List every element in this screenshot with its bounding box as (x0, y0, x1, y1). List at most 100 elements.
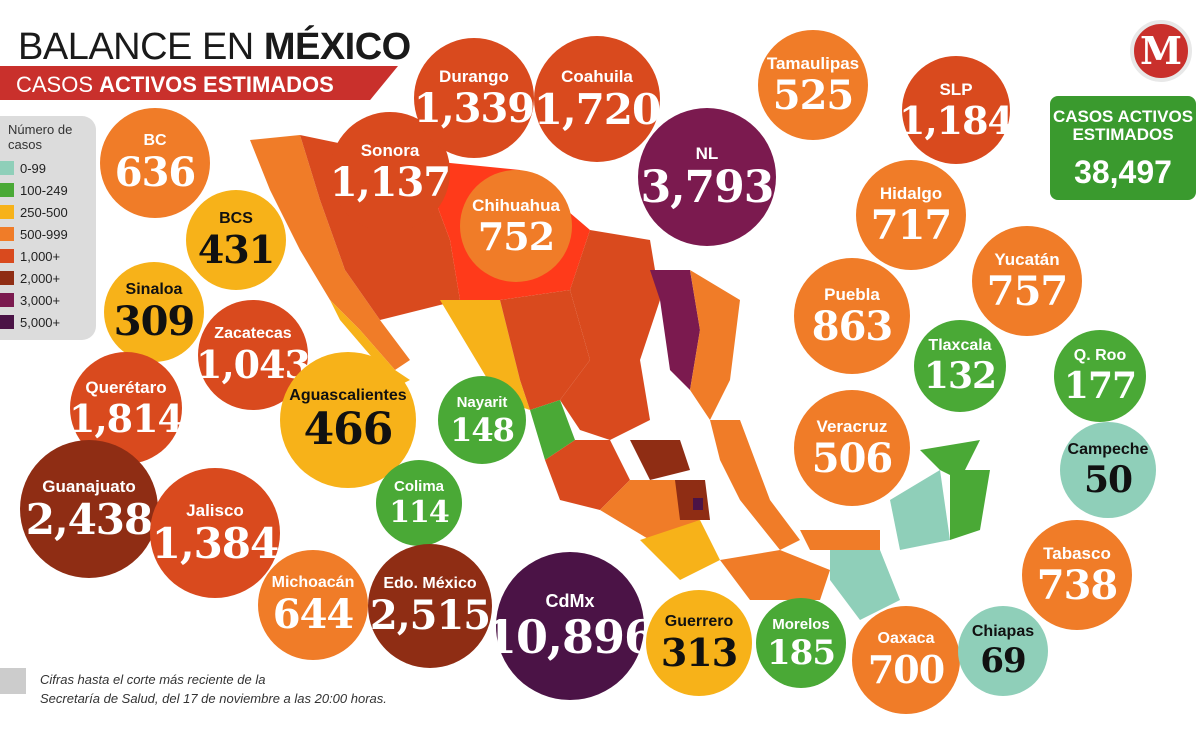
state-name: Oaxaca (877, 630, 935, 647)
state-bubble: Jalisco 1,384 (150, 468, 280, 598)
map-edomex (675, 480, 710, 520)
legend-label: 500-999 (20, 226, 68, 242)
state-value: 644 (272, 591, 354, 638)
state-bubble: Aguascalientes 466 (280, 352, 416, 488)
legend-swatch (0, 227, 14, 241)
state-value: 2,515 (369, 592, 491, 639)
map-oaxaca (720, 550, 830, 600)
state-bubble: Michoacán 644 (258, 550, 368, 660)
legend-label: 0-99 (20, 160, 47, 176)
state-name: Campeche (1067, 441, 1149, 458)
state-name: Tamaulipas (766, 53, 860, 73)
legend-label: 1,000+ (20, 248, 61, 264)
state-bubble: Yucatán 757 (972, 226, 1082, 336)
legend-swatch (0, 183, 14, 197)
state-name: NL (695, 143, 719, 163)
state-name: Coahuila (561, 66, 633, 86)
state-name: Tabasco (1043, 543, 1111, 563)
state-value: 717 (870, 201, 952, 249)
state-bubble: Veracruz 506 (794, 390, 910, 506)
state-name: SLP (939, 79, 973, 99)
state-bubble: SLP 1,184 (899, 56, 1014, 164)
state-value: 1,720 (533, 84, 662, 134)
map-campeche (890, 470, 950, 550)
state-bubble: Coahuila 1,720 (533, 36, 662, 162)
state-value: 69 (980, 641, 1026, 681)
state-bubble: Oaxaca 700 (852, 606, 960, 714)
state-name: Chihuahua (472, 195, 560, 215)
state-value: 132 (923, 355, 997, 397)
legend-swatch (0, 293, 14, 307)
state-name: Zacatecas (214, 325, 292, 342)
state-bubble: Chihuahua 752 (460, 170, 572, 282)
map-bcs (330, 300, 410, 385)
state-bubble: Colima 114 (376, 460, 462, 546)
state-value: 2,438 (25, 494, 154, 544)
total-label: CASOS ACTIVOS ESTIMADOS (1052, 107, 1194, 144)
legend-title: Número de casos (8, 122, 73, 152)
map-tamaulipas (690, 270, 740, 420)
state-bubble: NL 3,793 (638, 108, 776, 246)
state-value: 313 (660, 630, 738, 675)
state-value: 309 (113, 298, 195, 345)
total-value: 38,497 (1074, 154, 1172, 190)
map-sinaloa (440, 300, 530, 410)
state-bubble: BCS 431 (186, 190, 286, 290)
brand-logo: M (1130, 20, 1192, 82)
legend-swatch (0, 161, 14, 175)
state-name: Guerrero (664, 613, 734, 630)
state-value: 1,184 (899, 97, 1014, 143)
state-value: 3,793 (640, 161, 775, 213)
state-bubble: Hidalgo 717 (856, 160, 966, 270)
state-bubble: Q. Roo 177 (1054, 330, 1146, 422)
legend-item: 500-999 (0, 224, 68, 244)
state-name: Querétaro (85, 377, 167, 397)
state-value: 50 (1083, 459, 1133, 501)
legend-swatch (0, 205, 14, 219)
state-value: 10,896 (484, 610, 656, 664)
state-name: Guanajuato (42, 476, 136, 496)
state-bubble: Sinaloa 309 (104, 262, 204, 362)
state-name: Durango (439, 66, 509, 86)
map-guanajuato (630, 440, 690, 480)
legend-item: 100-249 (0, 180, 68, 200)
state-value: 114 (389, 494, 450, 530)
map-coahuila (570, 230, 660, 360)
legend-item: 2,000+ (0, 268, 60, 288)
state-bubble: Zacatecas 1,043 (196, 300, 311, 410)
state-bubble: Tabasco 738 (1022, 520, 1132, 630)
state-name: Chiapas (971, 623, 1035, 640)
state-bubble: BC 636 (100, 108, 210, 218)
map-durango (500, 290, 590, 410)
state-value: 431 (197, 227, 275, 272)
state-bubble: Nayarit 148 (438, 376, 526, 464)
state-name: Veracruz (816, 416, 888, 436)
state-bubble: Campeche 50 (1060, 422, 1156, 518)
state-name: Colima (393, 477, 444, 495)
state-value: 185 (767, 632, 836, 673)
legend-label: 5,000+ (20, 314, 61, 330)
state-name: BC (143, 132, 167, 149)
map-tabasco (800, 530, 880, 550)
state-bubble: Tamaulipas 525 (758, 30, 868, 140)
state-bubble: Chiapas 69 (958, 606, 1048, 696)
map-guerrero (640, 520, 720, 580)
state-value: 466 (303, 404, 394, 455)
state-value: 636 (114, 149, 196, 196)
legend-item: 0-99 (0, 158, 46, 178)
state-bubble: CdMx 10,896 (485, 552, 656, 700)
map-cdmx (693, 498, 703, 510)
state-value: 757 (986, 267, 1068, 315)
footnote-line-1: Cifras hasta el corte más reciente de la (40, 672, 266, 687)
total-card: CASOS ACTIVOS ESTIMADOS 38,497 (1050, 96, 1196, 200)
state-name: Michoacán (271, 574, 355, 591)
state-name: Sinaloa (125, 281, 183, 298)
footnote: Cifras hasta el corte más reciente de la… (40, 670, 387, 708)
state-value: 700 (867, 647, 945, 692)
legend-label: 100-249 (20, 182, 68, 198)
legend-swatch (0, 249, 14, 263)
state-name: Morelos (772, 615, 830, 633)
state-value: 752 (477, 213, 555, 259)
state-name: Sonora (360, 140, 420, 160)
map-nl (650, 270, 700, 390)
